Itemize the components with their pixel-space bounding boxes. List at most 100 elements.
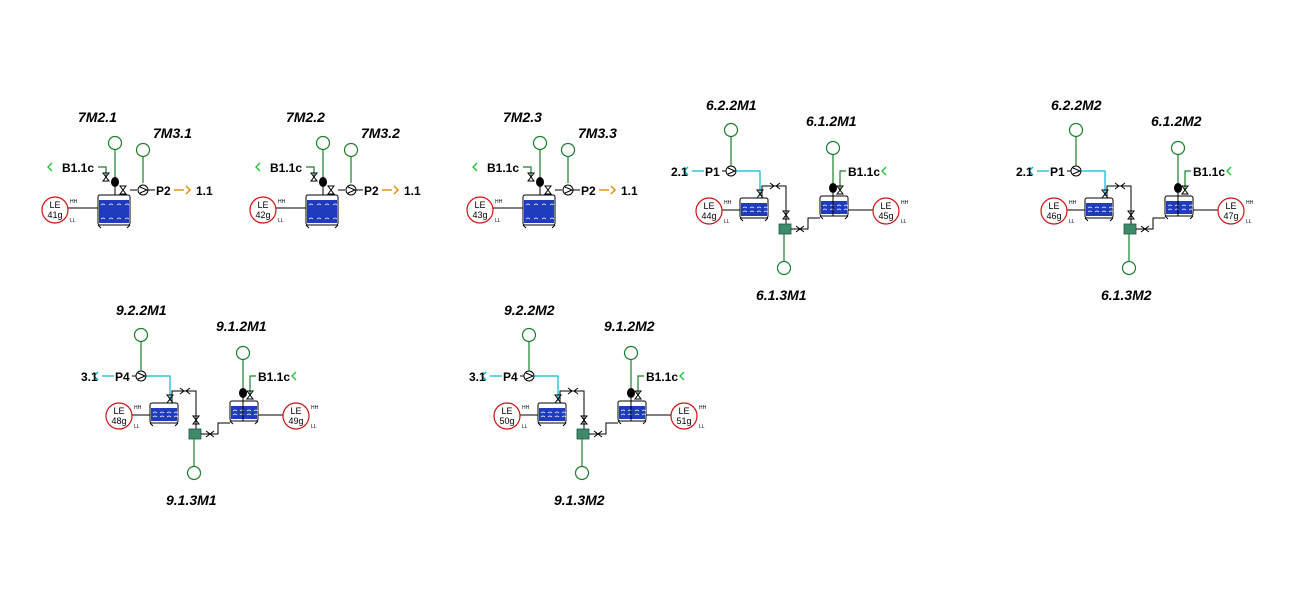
liquid-wave (1188, 204, 1194, 207)
liquid-wave (332, 217, 338, 220)
motor-circle-a (1068, 122, 1084, 138)
level-sensor-label: LE (678, 406, 689, 416)
tank-legs (617, 420, 647, 425)
level-high-mark: HH (699, 405, 707, 411)
liquid-wave (239, 409, 245, 412)
level-low-mark: LL (311, 424, 317, 430)
motor-label-c: 6.1.3M2 (1101, 287, 1152, 303)
feed-valve (246, 390, 254, 400)
motor-label-a: 6.2.2M1 (706, 97, 757, 113)
liquid-wave (561, 411, 567, 414)
motor-label-b: 9.1.2M2 (604, 318, 655, 334)
motor-label-side: 7M3.3 (578, 125, 617, 141)
motor-circle-c (776, 260, 792, 276)
motor-circle-b (825, 140, 841, 156)
liquid-wave (166, 415, 172, 418)
liquid-wave (836, 208, 842, 211)
transfer-line (736, 170, 761, 196)
liquid-wave (525, 217, 531, 220)
outlet-valve (119, 185, 127, 195)
motor-label-top: 7M2.1 (78, 109, 117, 125)
tank-right (819, 195, 849, 220)
feed-line (523, 166, 532, 178)
level-sensor-number: 49g (288, 416, 303, 426)
liquid-wave (1101, 206, 1107, 209)
feed-valve (310, 172, 318, 182)
liquid-wave (246, 413, 252, 416)
liquid-wave (159, 415, 165, 418)
liquid-wave (749, 206, 755, 209)
inlet-label: 3.1 (81, 370, 98, 384)
feed-line (249, 375, 256, 395)
pump-arrow (1072, 167, 1082, 175)
pump-symbol (1070, 165, 1082, 177)
liquid-wave (641, 413, 647, 416)
agitator-motor (627, 388, 635, 398)
pump-label: P2 (364, 184, 379, 198)
level-low-mark: LL (495, 218, 501, 224)
tank-right (1164, 195, 1194, 220)
drain-valve (782, 210, 790, 220)
outlet-arrow (393, 185, 399, 195)
feed-valve (1181, 185, 1189, 195)
level-high-mark: HH (134, 405, 142, 411)
tank-left (537, 402, 567, 427)
check-valve (179, 387, 191, 395)
liquid-wave (749, 210, 755, 213)
liquid-wave (533, 203, 539, 206)
pump-symbol (725, 165, 737, 177)
liquid-wave (1181, 208, 1187, 211)
level-sensor-label: LE (474, 200, 485, 210)
tank-legs (819, 215, 849, 220)
motor-label-c: 9.1.3M1 (166, 492, 217, 508)
pump-symbol (523, 370, 535, 382)
check-valve (1114, 182, 1126, 190)
transfer-line (146, 375, 171, 401)
transfer-line (534, 375, 559, 401)
motor-circle-top (107, 135, 123, 151)
mixing-tank (522, 194, 556, 229)
feed-label: B1.1c (646, 370, 678, 384)
liquid-wave (316, 203, 322, 206)
outlet-label: 1.1 (196, 184, 213, 198)
liquid-wave (1108, 210, 1114, 213)
feed-line (637, 375, 644, 395)
level-sensor-number: 44g (701, 211, 716, 221)
level-high-mark: HH (1069, 200, 1077, 206)
liquid-wave (547, 415, 553, 418)
tank-legs (305, 224, 339, 229)
feed-line (1184, 170, 1191, 190)
level-sensor-circle (695, 197, 723, 225)
liquid-wave (1087, 210, 1093, 213)
liquid-wave (100, 217, 106, 220)
motor-label-side: 7M3.1 (153, 125, 192, 141)
liquid-wave (1108, 206, 1114, 209)
liquid-wave (116, 203, 122, 206)
liquid-wave (547, 411, 553, 414)
agitator-motor (829, 183, 837, 193)
return-valve (593, 430, 603, 438)
feed-label: B1.1c (62, 161, 94, 175)
inlet-label: 2.1 (671, 165, 688, 179)
liquid-wave (634, 413, 640, 416)
motor-circle-top (532, 135, 548, 151)
check-valve (769, 182, 781, 190)
liquid-wave (525, 203, 531, 206)
tank-legs (739, 217, 769, 222)
tank-liquid (1166, 201, 1192, 214)
liquid-wave (829, 208, 835, 211)
level-low-mark: LL (901, 219, 907, 225)
motor-label-b: 9.1.2M1 (216, 318, 267, 334)
liquid-wave (541, 203, 547, 206)
level-sensor-number: 41g (47, 210, 62, 220)
motor-circle-top (315, 135, 331, 151)
outlet-label: 1.1 (621, 184, 638, 198)
check-valve (567, 387, 579, 395)
motor-label-a: 6.2.2M2 (1051, 97, 1102, 113)
